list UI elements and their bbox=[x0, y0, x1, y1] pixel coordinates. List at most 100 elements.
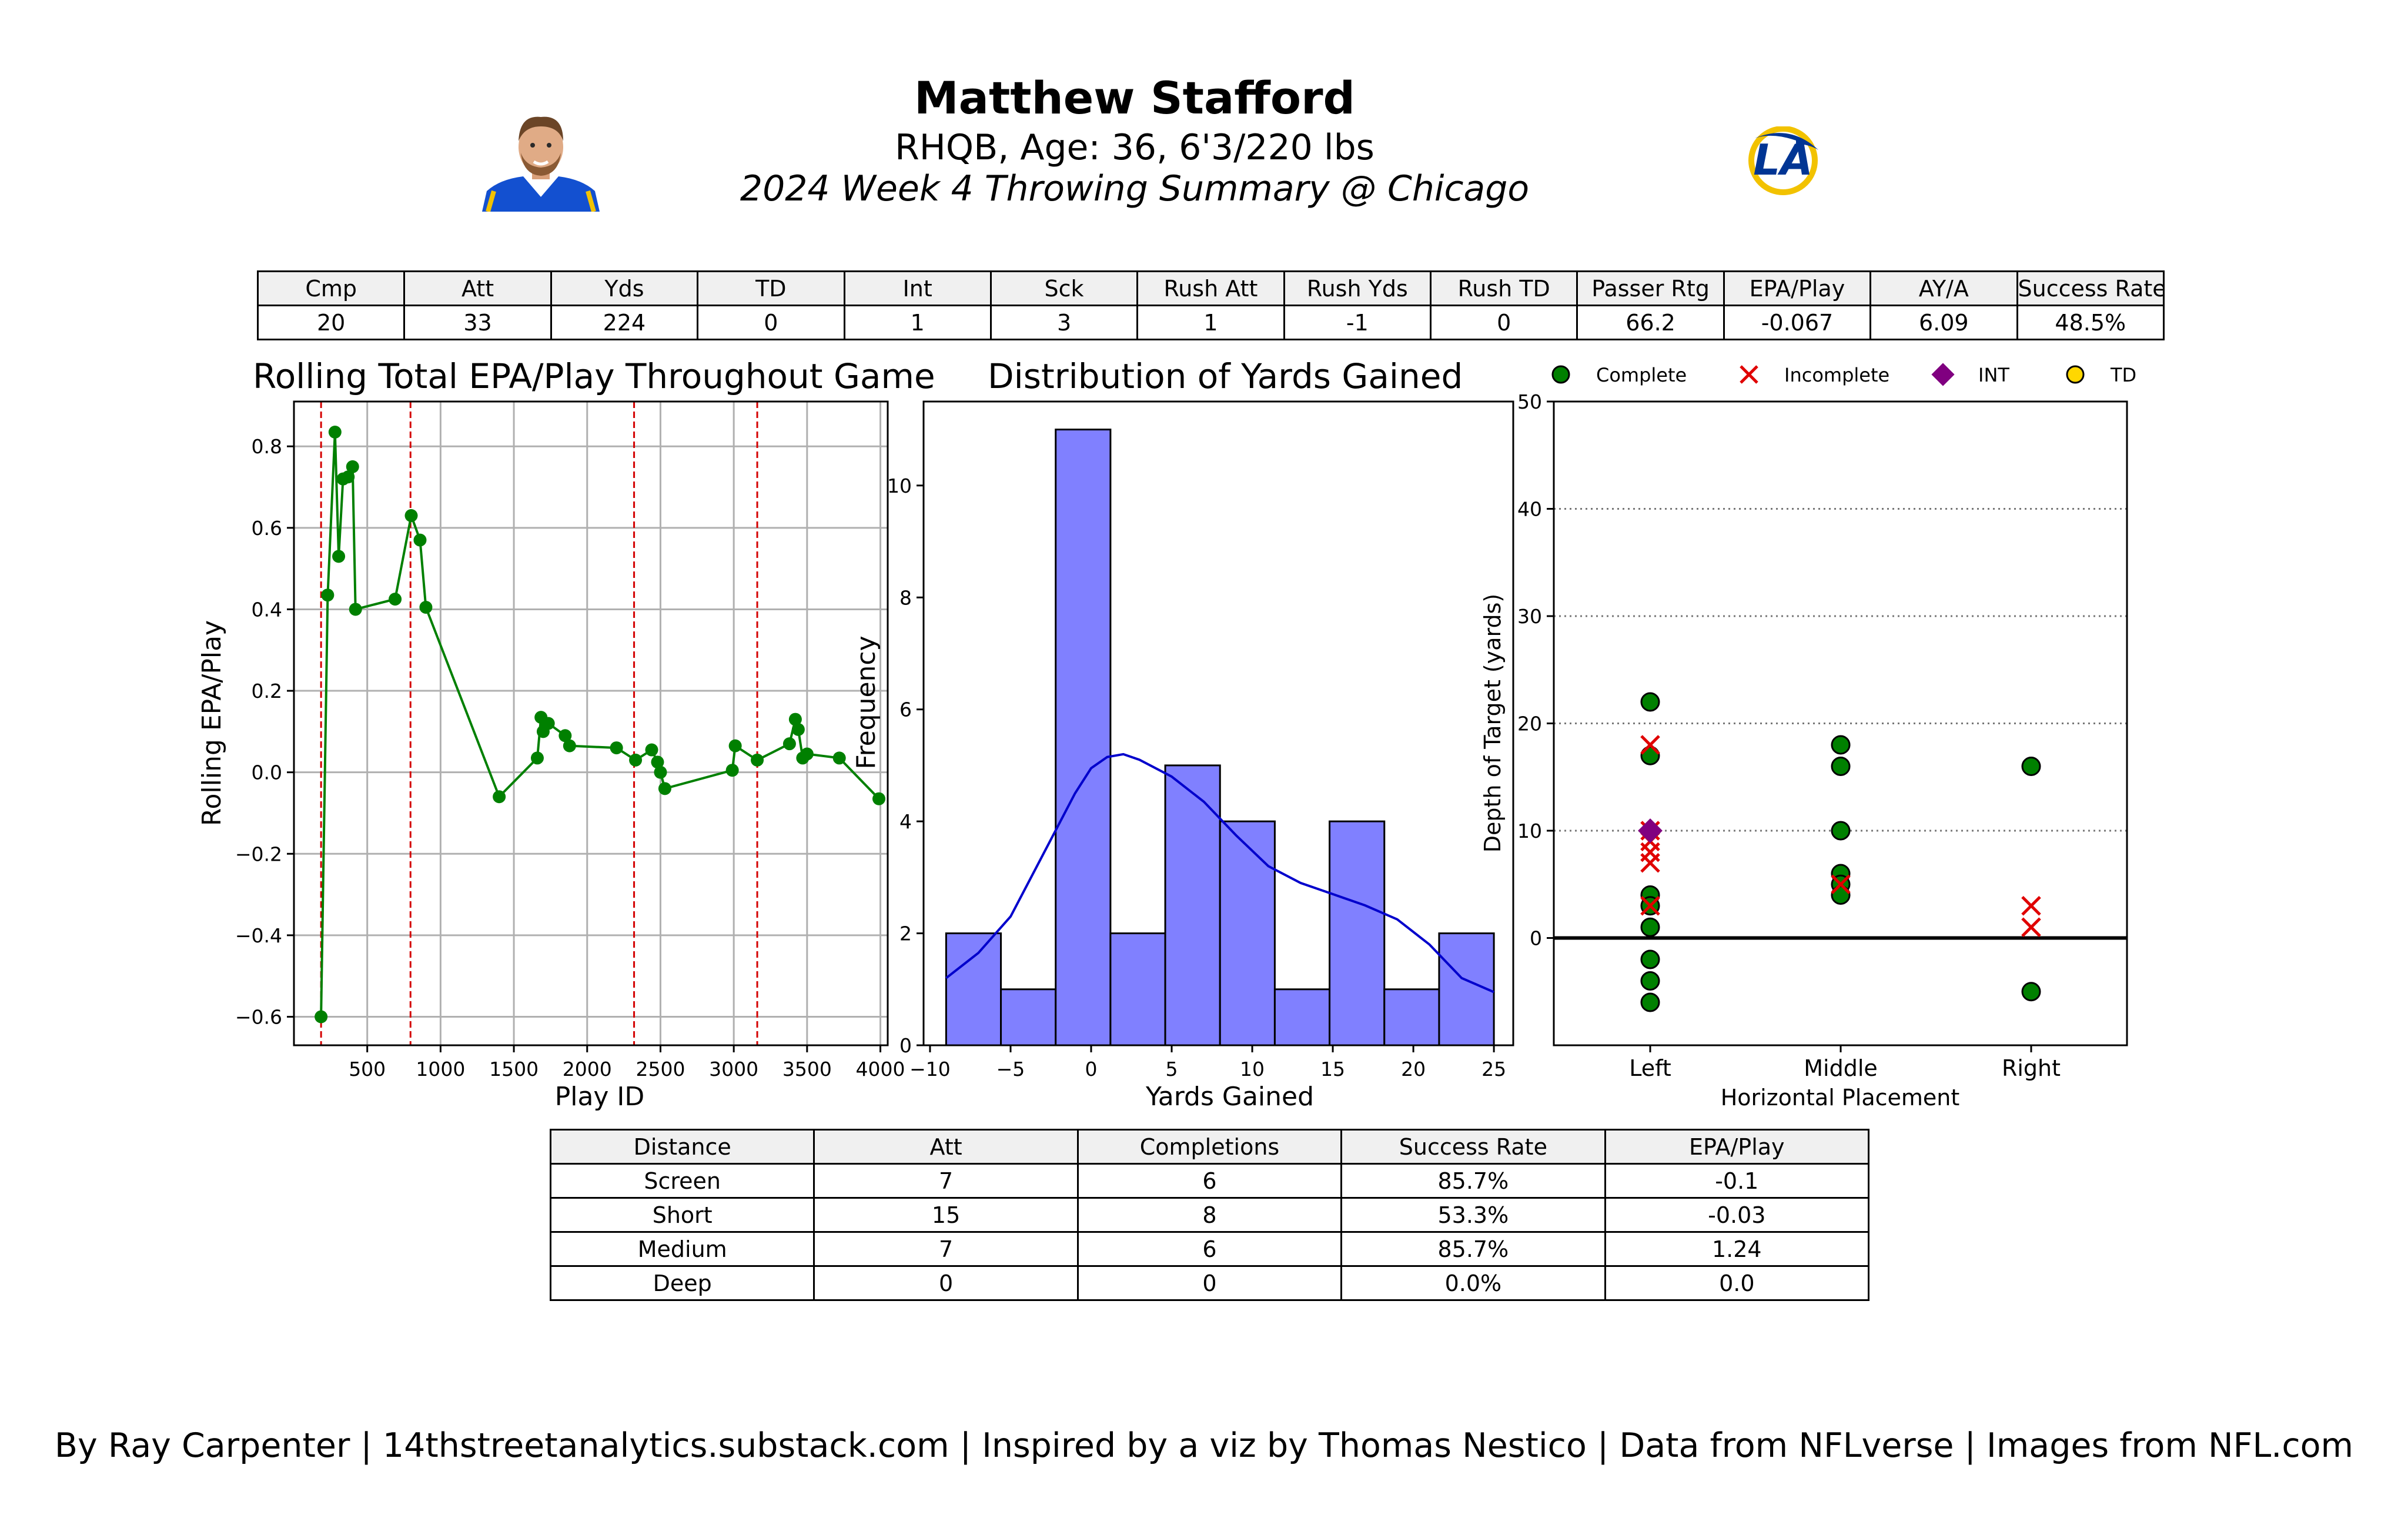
x-tick-label: 0 bbox=[1085, 1058, 1098, 1081]
y-tick-label: 10 bbox=[1517, 820, 1542, 842]
chart3-xlabel: Horizontal Placement bbox=[1721, 1085, 1960, 1111]
complete-marker bbox=[1640, 992, 1660, 1012]
depth-row-medium: Medium 7 6 85.7% 1.24 bbox=[549, 1231, 1870, 1267]
data-point bbox=[342, 470, 355, 484]
data-point bbox=[832, 751, 846, 765]
data-point bbox=[493, 790, 506, 804]
y-tick-label: 0.6 bbox=[252, 517, 282, 540]
int-marker bbox=[1638, 818, 1663, 843]
chart1-ylabel: Rolling EPA/Play bbox=[197, 620, 227, 826]
stat-header-passer-rtg: Passer Rtg bbox=[1576, 270, 1725, 306]
y-tick-label: −0.2 bbox=[235, 842, 282, 865]
marker-stroke bbox=[1740, 365, 1758, 384]
data-point bbox=[321, 588, 335, 602]
stat-value-cmp: 20 bbox=[256, 305, 406, 340]
stat-value-ay-a: 6.09 bbox=[1869, 305, 2018, 340]
marker-stroke bbox=[1831, 874, 1851, 895]
table-cell: 6 bbox=[1076, 1163, 1343, 1199]
stat-value-att: 33 bbox=[403, 305, 552, 340]
marker-stroke bbox=[2021, 917, 2041, 938]
y-tick-label: 0 bbox=[1530, 927, 1542, 950]
complete-marker bbox=[2021, 757, 2041, 776]
y-tick-label: 0.8 bbox=[252, 435, 282, 458]
legend-label: Complete bbox=[1596, 364, 1687, 386]
histogram-bar bbox=[1273, 988, 1331, 1046]
histogram-bar bbox=[1164, 764, 1221, 1046]
stats-header-row: Cmp Att Yds TD Int Sck Rush Att Rush Yds… bbox=[256, 270, 2165, 306]
histogram-bar bbox=[1329, 820, 1386, 1046]
marker-stroke bbox=[1640, 852, 1660, 873]
x-tick-label: Right bbox=[2002, 1055, 2061, 1081]
depth-header-distance: Distance bbox=[549, 1129, 815, 1165]
x-tick-label: 1000 bbox=[416, 1058, 465, 1081]
histogram-bar bbox=[1055, 429, 1112, 1046]
complete-marker bbox=[1831, 735, 1851, 755]
stat-value-yds: 224 bbox=[550, 305, 699, 340]
y-tick-label: 0 bbox=[899, 1034, 912, 1057]
data-point bbox=[872, 792, 886, 805]
team-logo-text: LA bbox=[1753, 135, 1813, 185]
kde-curve bbox=[945, 753, 1494, 994]
data-point bbox=[328, 425, 342, 439]
data-point bbox=[725, 764, 739, 777]
histogram-bar bbox=[1000, 988, 1057, 1046]
table-cell: 0 bbox=[813, 1265, 1079, 1301]
x-tick-label: 10 bbox=[1240, 1058, 1265, 1081]
complete-marker bbox=[2021, 982, 2041, 1002]
stat-header-yds: Yds bbox=[550, 270, 699, 306]
player-subtitle: RHQB, Age: 36, 6'3/220 lbs bbox=[895, 127, 1374, 168]
x-tick-label: 20 bbox=[1401, 1058, 1426, 1081]
data-point bbox=[651, 755, 664, 769]
y-tick-label: 0.2 bbox=[252, 680, 282, 703]
chart1-frame bbox=[293, 400, 889, 1046]
incomplete-marker bbox=[2021, 917, 2041, 938]
table-cell: Medium bbox=[549, 1231, 815, 1267]
data-point bbox=[413, 533, 427, 547]
table-cell: Short bbox=[549, 1197, 815, 1233]
chart1-points bbox=[315, 425, 886, 1024]
table-cell: 0 bbox=[1076, 1265, 1343, 1301]
complete-marker bbox=[1831, 757, 1851, 776]
page-title: Matthew Stafford bbox=[914, 72, 1355, 124]
y-tick-label: 0.4 bbox=[252, 598, 282, 621]
x-tick-label: Left bbox=[1629, 1055, 1671, 1081]
histogram-bar bbox=[1219, 820, 1276, 1046]
data-point bbox=[645, 743, 658, 757]
table-cell: 7 bbox=[813, 1231, 1079, 1267]
data-point bbox=[658, 782, 671, 795]
chart3-ylabel: Depth of Target (yards) bbox=[1480, 594, 1506, 852]
chart3-points bbox=[1638, 692, 2041, 1012]
y-tick-label: 10 bbox=[887, 474, 912, 497]
y-tick-label: −0.6 bbox=[235, 1005, 282, 1028]
data-point bbox=[530, 751, 544, 765]
y-tick-label: 8 bbox=[899, 586, 912, 609]
chart2-title: Distribution of Yards Gained bbox=[988, 356, 1463, 396]
stat-value-rush-yds: -1 bbox=[1283, 305, 1432, 340]
stats-table: Cmp Att Yds TD Int Sck Rush Att Rush Yds… bbox=[256, 270, 2165, 340]
legend-label: Incomplete bbox=[1784, 364, 1889, 386]
y-tick-label: 2 bbox=[899, 922, 912, 945]
table-cell: Deep bbox=[549, 1265, 815, 1301]
table-cell: 53.3% bbox=[1340, 1197, 1606, 1233]
depth-row-short: Short 15 8 53.3% -0.03 bbox=[549, 1197, 1870, 1233]
data-point bbox=[629, 753, 643, 767]
depth-header-epa-play: EPA/Play bbox=[1604, 1129, 1870, 1165]
table-cell: 6 bbox=[1076, 1231, 1343, 1267]
y-tick-label: 4 bbox=[899, 810, 912, 833]
depth-header-success-rate: Success Rate bbox=[1340, 1129, 1606, 1165]
chart1-quarter-lines bbox=[320, 402, 758, 1045]
table-cell: 0.0% bbox=[1340, 1265, 1606, 1301]
complete-marker bbox=[1831, 821, 1851, 841]
complete-marker bbox=[1640, 917, 1660, 937]
y-tick-label: 0.0 bbox=[252, 761, 282, 784]
complete-marker bbox=[1640, 692, 1660, 712]
stat-header-cmp: Cmp bbox=[256, 270, 406, 306]
stat-value-success-rate: 48.5% bbox=[2016, 305, 2165, 340]
chart3-grid bbox=[1554, 508, 2127, 832]
data-point bbox=[332, 550, 346, 563]
stat-header-success-rate: Success Rate bbox=[2016, 270, 2165, 306]
data-point bbox=[558, 729, 572, 743]
x-tick-label: 1500 bbox=[489, 1058, 539, 1081]
x-tick-label: Middle bbox=[1804, 1055, 1878, 1081]
table-cell: 7 bbox=[813, 1163, 1079, 1199]
